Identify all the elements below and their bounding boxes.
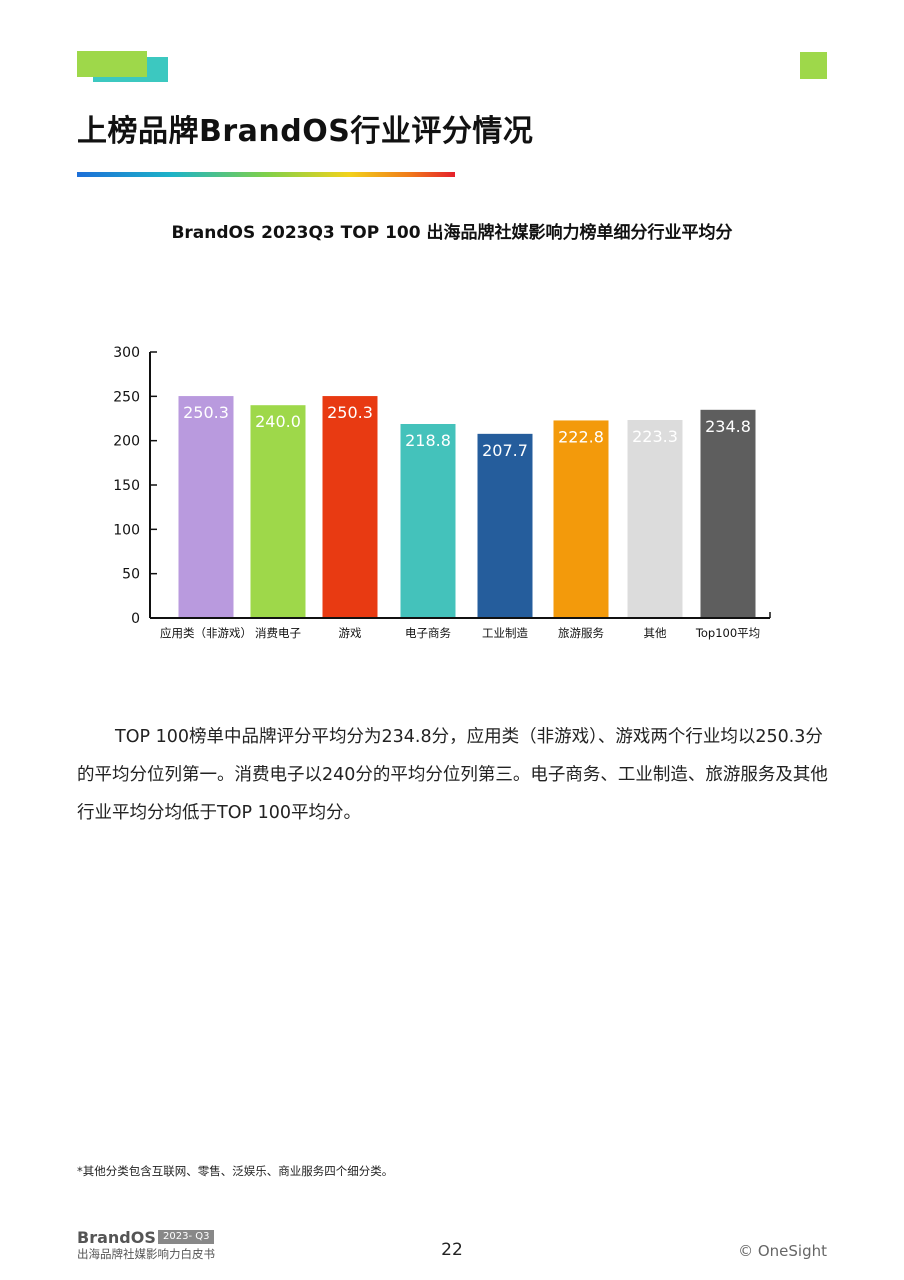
bar-5 [553,420,609,618]
bar-chart: 250.3 应用类（非游戏） 240.0 消费电子 250.3 游戏 218.8 电子商务 20… [113,345,771,640]
title-gradient-rule [77,172,455,177]
bar-value-label-7: 234.8 [705,417,751,436]
x-tick-label-0: 应用类（非游戏） [160,626,252,640]
y-tick-label-2: 100 [113,522,140,538]
footer-subtitle: 出海品牌社媒影响力白皮书 [77,1247,215,1261]
header-accent-green [77,51,147,77]
bar-2 [322,396,378,618]
bar-value-label-0: 250.3 [183,403,229,422]
bar-1 [250,405,306,618]
page-number: 22 [441,1240,463,1260]
y-tick-label-1: 50 [122,567,140,583]
x-tick-label-5: 旅游服务 [558,626,604,640]
bar-value-label-5: 222.8 [558,427,604,446]
x-tick-label-6: 其他 [644,626,667,640]
page-title: 上榜品牌BrandOS行业评分情况 [77,114,534,149]
bar-value-label-1: 240.0 [255,412,301,431]
bar-3 [400,423,456,618]
bar-value-label-2: 250.3 [327,403,373,422]
x-tick-label-4: 工业制造 [482,626,528,640]
x-tick-label-1: 消费电子 [255,626,301,640]
bar-0 [178,396,234,618]
y-tick-label-4: 200 [113,434,140,450]
x-tick-label-3: 电子商务 [405,626,451,640]
y-tick-label-5: 250 [113,389,140,405]
body-paragraph: TOP 100榜单中品牌评分平均分为234.8分，应用类（非游戏）、游戏两个行业… [77,727,828,823]
bar-7 [700,409,756,618]
bar-value-label-6: 223.3 [632,427,678,446]
footer-period-badge: 2023- Q3 [158,1230,215,1244]
y-tick-label-0: 0 [131,611,140,627]
bar-value-label-4: 207.7 [482,441,528,460]
bar-6 [627,420,683,618]
footnote: *其他分类包含互联网、零售、泛娱乐、商业服务四个细分类。 [77,1164,394,1178]
y-tick-label-3: 150 [113,478,140,494]
x-tick-label-7: Top100平均 [695,626,760,640]
footer-brand: BrandOS [77,1228,156,1247]
corner-accent-square [800,52,827,79]
y-tick-label-6: 300 [113,345,140,361]
bar-value-label-3: 218.8 [405,431,451,450]
chart-title: BrandOS 2023Q3 TOP 100 出海品牌社媒影响力榜单细分行业平均… [171,223,733,243]
bar-4 [477,433,533,618]
footer-copyright: © OneSight [738,1242,827,1260]
x-tick-label-2: 游戏 [339,626,362,640]
